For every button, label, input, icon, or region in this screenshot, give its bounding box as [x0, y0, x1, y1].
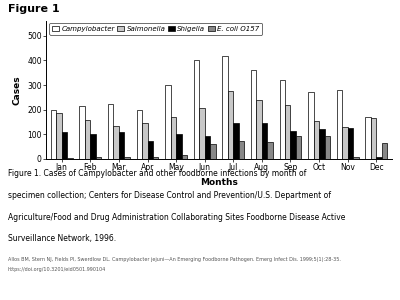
Bar	[324, 136, 330, 159]
Bar	[251, 70, 256, 159]
Bar	[62, 132, 67, 159]
Bar	[353, 157, 358, 159]
Legend: Campylobacter, Salmonella, Shigella, E. coli O157: Campylobacter, Salmonella, Shigella, E. …	[50, 23, 262, 35]
Text: Agriculture/Food and Drug Administration Collaborating Sites Foodborne Disease A: Agriculture/Food and Drug Administration…	[8, 213, 345, 222]
Bar	[199, 109, 205, 159]
Bar	[262, 123, 267, 159]
Bar	[376, 157, 382, 159]
Bar	[108, 103, 114, 159]
Bar	[256, 100, 262, 159]
Bar	[205, 136, 210, 159]
X-axis label: Months: Months	[200, 178, 238, 187]
Text: Figure 1: Figure 1	[8, 4, 60, 14]
Bar	[337, 90, 342, 159]
Bar	[124, 157, 130, 159]
Bar	[194, 60, 199, 159]
Bar	[171, 117, 176, 159]
Bar	[142, 123, 148, 159]
Bar	[366, 117, 371, 159]
Y-axis label: Cases: Cases	[13, 75, 22, 105]
Text: Allos BM, Stern NJ, Fields PI, Swerdlow DL. Campylobacter jejuni—An Emerging Foo: Allos BM, Stern NJ, Fields PI, Swerdlow …	[8, 257, 341, 262]
Bar	[182, 155, 187, 159]
Bar	[280, 80, 285, 159]
Bar	[382, 143, 387, 159]
Bar	[228, 91, 233, 159]
Text: https://doi.org/10.3201/eid0501.990104: https://doi.org/10.3201/eid0501.990104	[8, 267, 106, 272]
Bar	[210, 144, 216, 159]
Bar	[267, 142, 273, 159]
Bar	[176, 134, 182, 159]
Bar	[153, 157, 158, 159]
Bar	[51, 110, 56, 159]
Bar	[342, 127, 348, 159]
Bar	[114, 126, 119, 159]
Bar	[319, 129, 324, 159]
Bar	[96, 157, 101, 159]
Bar	[314, 121, 319, 159]
Bar	[85, 120, 90, 159]
Bar	[308, 92, 314, 159]
Bar	[296, 136, 301, 159]
Bar	[56, 113, 62, 159]
Bar	[90, 134, 96, 159]
Bar	[119, 132, 124, 159]
Bar	[371, 118, 376, 159]
Bar	[239, 140, 244, 159]
Bar	[67, 158, 72, 159]
Bar	[222, 56, 228, 159]
Text: Figure 1. Cases of Campylobacter and other foodborne infections by month of: Figure 1. Cases of Campylobacter and oth…	[8, 169, 306, 178]
Bar	[285, 105, 290, 159]
Bar	[80, 106, 85, 159]
Bar	[137, 110, 142, 159]
Bar	[148, 140, 153, 159]
Bar	[348, 128, 353, 159]
Bar	[290, 131, 296, 159]
Bar	[233, 123, 239, 159]
Text: specimen collection; Centers for Disease Control and Prevention/U.S. Department : specimen collection; Centers for Disease…	[8, 191, 331, 200]
Text: Surveillance Network, 1996.: Surveillance Network, 1996.	[8, 234, 116, 243]
Bar	[165, 85, 171, 159]
